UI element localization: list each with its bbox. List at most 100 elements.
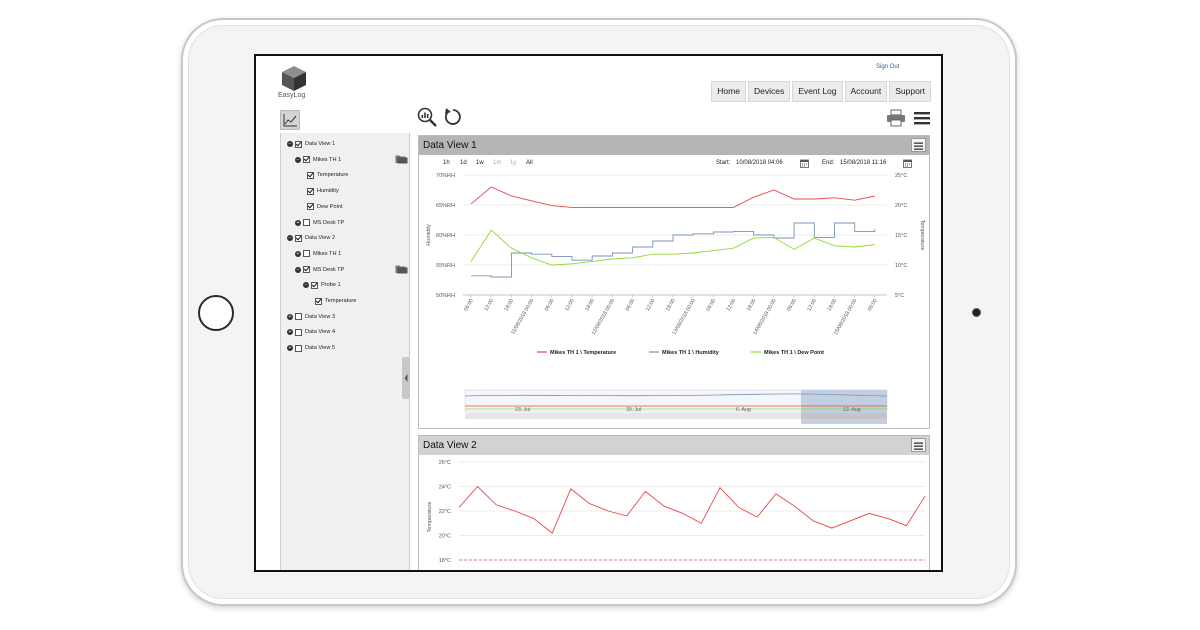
tree-checkbox[interactable] bbox=[303, 250, 310, 258]
end-calendar-icon[interactable] bbox=[903, 159, 912, 168]
tree-checkbox[interactable] bbox=[295, 234, 302, 242]
data-view-2-chart[interactable]: 26°C 24°C 22°C 20°C 18°C Temperature bbox=[419, 456, 929, 572]
tree-item[interactable]: Humidity bbox=[307, 184, 339, 198]
x-tick-label: 15/08/2018 00:00 bbox=[833, 298, 858, 336]
range-1d-button[interactable]: 1d bbox=[460, 160, 467, 166]
tree-item-label: Data View 4 bbox=[305, 329, 336, 336]
range-all-button[interactable]: All bbox=[526, 160, 533, 166]
expand-icon[interactable]: + bbox=[287, 345, 293, 352]
nav-devices-button[interactable]: Devices bbox=[747, 81, 791, 102]
y-tick-label: 18°C bbox=[439, 558, 451, 564]
y-axis-label: Temperature bbox=[427, 502, 433, 533]
series-line bbox=[471, 222, 876, 278]
expand-icon[interactable]: + bbox=[287, 313, 293, 320]
tree-checkbox[interactable] bbox=[311, 281, 318, 289]
data-view-1-chart[interactable]: 70%RH 65%RH 60%RH 55%RH 50%RH 25°C 20°C 15°C 10°… bbox=[419, 170, 929, 428]
end-date-label: End: 15/08/2018 11:16 bbox=[822, 160, 886, 166]
end-date-value[interactable]: 15/08/2018 11:16 bbox=[840, 160, 887, 166]
folder-icon[interactable] bbox=[395, 154, 408, 164]
y-axis-label: Humidity bbox=[426, 224, 432, 246]
start-date-value[interactable]: 10/08/2018 04:06 bbox=[736, 160, 783, 166]
x-tick-label: 06:00 bbox=[463, 298, 475, 312]
home-hardware-button[interactable] bbox=[198, 295, 234, 331]
tree-checkbox[interactable] bbox=[295, 344, 302, 352]
nav-event-log-button[interactable]: Event Log bbox=[792, 81, 843, 102]
y-right-tick-label: 10°C bbox=[895, 263, 907, 269]
x-tick-label: 18:00 bbox=[584, 298, 596, 312]
tree-item[interactable]: − Probe 1 bbox=[303, 278, 341, 292]
expand-icon[interactable]: + bbox=[295, 250, 301, 257]
tree-item[interactable]: + MS Desk TP bbox=[295, 216, 344, 230]
x-tick-label: 12:00 bbox=[564, 298, 576, 312]
tree-checkbox[interactable] bbox=[307, 187, 314, 195]
nav-support-button[interactable]: Support bbox=[889, 81, 931, 102]
start-calendar-icon[interactable] bbox=[800, 159, 809, 168]
x-tick-label: 12/08/2018 00:00 bbox=[591, 298, 616, 336]
zoom-chart-icon[interactable] bbox=[416, 106, 438, 128]
navigator-label: 6. Aug bbox=[736, 407, 751, 413]
reset-refresh-icon[interactable] bbox=[442, 106, 464, 128]
tree-item[interactable]: − Data View 1 bbox=[287, 137, 335, 151]
collapse-icon[interactable]: − bbox=[287, 141, 293, 147]
series-line bbox=[470, 186, 875, 208]
tree-item[interactable]: + Mikes TH 1 bbox=[295, 247, 341, 261]
chart-view-button[interactable] bbox=[280, 110, 300, 130]
end-label: End: bbox=[822, 160, 835, 166]
tree-checkbox[interactable] bbox=[315, 297, 322, 305]
tree-checkbox[interactable] bbox=[307, 203, 314, 211]
y-tick-label: 22°C bbox=[439, 509, 451, 515]
collapse-icon[interactable]: − bbox=[303, 282, 309, 289]
panel-header: Data View 2 bbox=[419, 436, 929, 455]
panel-menu-button[interactable] bbox=[911, 438, 926, 452]
y-tick-label: 26°C bbox=[439, 460, 451, 466]
app-screen: EasyLog Sign Out Home Devices Event Log … bbox=[254, 54, 943, 572]
sign-out-link[interactable]: Sign Out bbox=[876, 64, 900, 70]
y-right-tick-label: 20°C bbox=[895, 203, 907, 209]
y-right-tick-label: 5°C bbox=[895, 293, 904, 299]
data-view-tree: − Data View 1 − Mikes TH 1 Temperature Humidi… bbox=[280, 133, 410, 570]
nav-account-button[interactable]: Account bbox=[844, 81, 888, 102]
range-1w-button[interactable]: 1w bbox=[476, 160, 484, 166]
tree-checkbox[interactable] bbox=[303, 219, 310, 226]
collapse-icon[interactable]: − bbox=[295, 266, 301, 273]
tree-item-label: Data View 5 bbox=[305, 345, 336, 352]
tree-checkbox[interactable] bbox=[307, 171, 314, 179]
tree-checkbox[interactable] bbox=[295, 140, 302, 148]
range-1m-button[interactable]: 1m bbox=[493, 160, 502, 166]
sidebar-collapse-handle[interactable] bbox=[402, 357, 410, 399]
tree-item[interactable]: − Mikes TH 1 bbox=[295, 153, 341, 167]
panel-menu-button[interactable] bbox=[911, 138, 926, 152]
y-tick-label: 65%RH bbox=[436, 203, 455, 209]
start-date-label: Start: 10/08/2018 04:06 bbox=[716, 160, 783, 166]
tree-item[interactable]: + Data View 5 bbox=[287, 341, 335, 355]
tree-checkbox[interactable] bbox=[303, 156, 310, 164]
range-1y-button[interactable]: 1y bbox=[510, 160, 517, 166]
nav-home-button[interactable]: Home bbox=[711, 81, 746, 102]
collapse-icon[interactable]: − bbox=[295, 156, 301, 163]
tree-item[interactable]: + Data View 4 bbox=[287, 325, 335, 339]
print-icon[interactable] bbox=[885, 108, 907, 128]
expand-icon[interactable]: + bbox=[295, 219, 301, 226]
x-tick-label: 06:00 bbox=[625, 298, 637, 312]
tree-item-label: Temperature bbox=[317, 172, 349, 179]
tree-item[interactable]: Temperature bbox=[315, 294, 356, 308]
collapse-icon[interactable]: − bbox=[287, 235, 293, 242]
tree-item[interactable]: − Data View 2 bbox=[287, 231, 335, 245]
tree-item[interactable]: Dew Point bbox=[307, 200, 343, 214]
panel-title: Data View 1 bbox=[423, 140, 477, 151]
tree-item[interactable]: Temperature bbox=[307, 168, 348, 182]
main-menu-icon[interactable] bbox=[911, 108, 933, 128]
tree-item[interactable]: + Data View 3 bbox=[287, 310, 335, 324]
legend-label: Mikes TH 1 \ Temperature bbox=[550, 350, 616, 356]
tree-checkbox[interactable] bbox=[303, 266, 310, 274]
tree-item[interactable]: − MS Desk TP bbox=[295, 263, 344, 277]
navigator-humidity bbox=[464, 393, 888, 397]
y-tick-label: 70%RH bbox=[436, 173, 455, 179]
tree-checkbox[interactable] bbox=[295, 313, 302, 321]
series-line bbox=[458, 485, 926, 534]
tree-checkbox[interactable] bbox=[295, 328, 302, 336]
range-1h-button[interactable]: 1h bbox=[443, 160, 450, 166]
folder-icon[interactable] bbox=[395, 264, 408, 274]
x-tick-label: 14/08/2018 00:00 bbox=[752, 298, 777, 336]
expand-icon[interactable]: + bbox=[287, 329, 293, 336]
